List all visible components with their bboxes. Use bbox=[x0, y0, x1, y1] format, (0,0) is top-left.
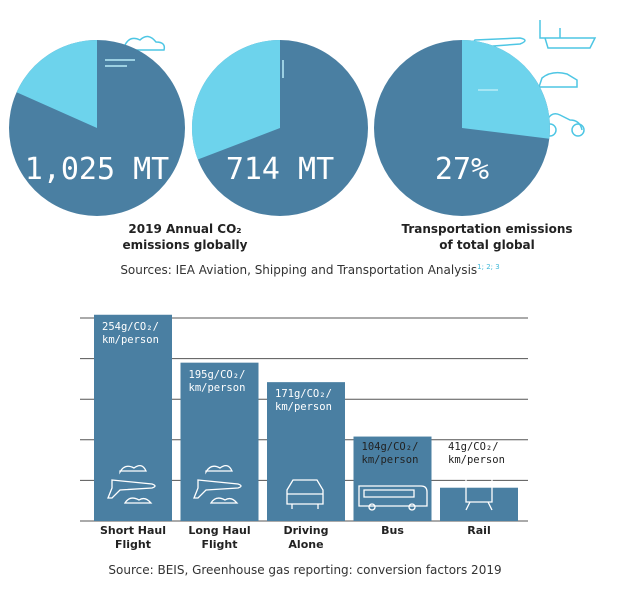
value-label: 171g/CO₂/ km/person bbox=[275, 388, 332, 414]
x-tick-label: Bus bbox=[381, 524, 404, 537]
bar bbox=[94, 314, 172, 521]
caption: Transportation emissions of total global bbox=[401, 222, 573, 252]
sources: Sources: IEA Aviation, Shipping and Tran… bbox=[0, 263, 620, 277]
pie-overlay-icons bbox=[105, 59, 498, 91]
bar bbox=[353, 436, 432, 521]
chart-source: Source: BEIS, Greenhouse gas reporting: … bbox=[108, 563, 502, 577]
bar bbox=[267, 382, 345, 521]
value-label: 195g/CO₂/ km/person bbox=[188, 368, 246, 394]
stat-value: 27% bbox=[434, 152, 490, 187]
value-label: 104g/CO₂/ km/person bbox=[361, 441, 419, 466]
bar bbox=[180, 362, 259, 521]
value-label: 254g/CO₂/ km/person bbox=[102, 320, 159, 346]
x-tick-label: Long Haul Flight bbox=[188, 524, 251, 551]
sources-refs: 1; 2; 3 bbox=[477, 263, 500, 271]
sources-text: Sources: IEA Aviation, Shipping and Tran… bbox=[120, 263, 478, 277]
bar-icons bbox=[107, 464, 493, 511]
stat-value: 1,025 MT bbox=[24, 152, 170, 187]
x-tick-label: Short Haul Flight bbox=[99, 524, 167, 551]
bar-chart bbox=[80, 314, 528, 522]
stat-value: 714 MT bbox=[225, 152, 335, 187]
pies bbox=[9, 40, 550, 216]
bar bbox=[440, 487, 518, 521]
pie-wedge bbox=[191, 40, 280, 160]
caption: 2019 Annual CO₂ emissions globally bbox=[122, 222, 248, 252]
value-label: 41g/CO₂/ km/person bbox=[448, 441, 505, 466]
x-tick-label: Rail bbox=[467, 524, 491, 537]
x-tick-label: Driving Alone bbox=[283, 524, 329, 551]
pie-wedge bbox=[462, 40, 550, 139]
pie-wedge bbox=[16, 40, 98, 128]
